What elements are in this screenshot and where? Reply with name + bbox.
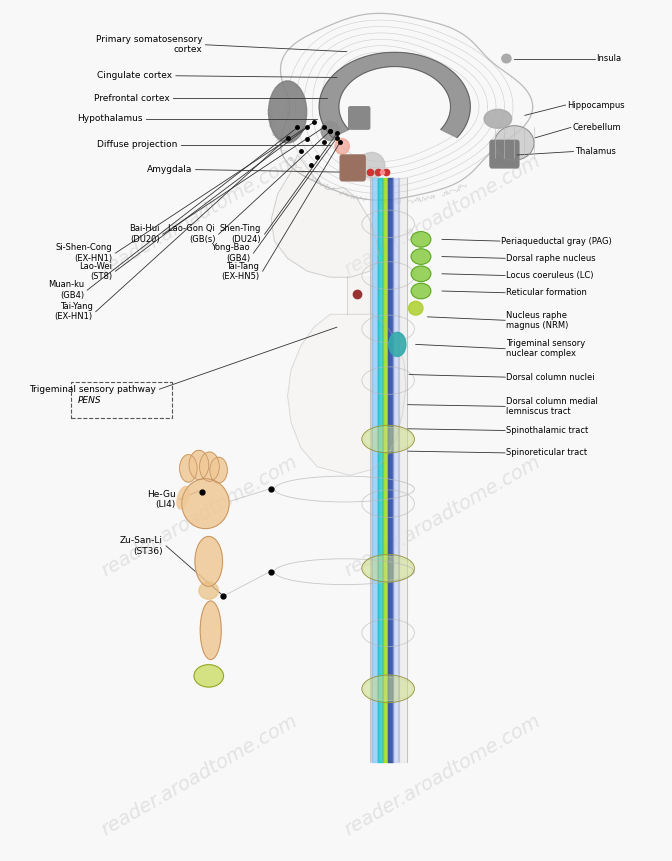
Ellipse shape [335, 139, 349, 154]
Polygon shape [319, 53, 470, 138]
Text: Zu-San-Li
(ST36): Zu-San-Li (ST36) [120, 536, 163, 555]
Ellipse shape [411, 249, 431, 264]
Ellipse shape [484, 109, 511, 128]
Text: Bai-Hui
(DU20): Bai-Hui (DU20) [129, 225, 159, 244]
Ellipse shape [194, 665, 224, 687]
Polygon shape [271, 155, 380, 277]
Text: Dorsal raphe nucleus: Dorsal raphe nucleus [507, 254, 596, 263]
FancyBboxPatch shape [349, 107, 370, 129]
Polygon shape [288, 314, 406, 475]
Text: reader.aroadtome.com: reader.aroadtome.com [97, 453, 300, 580]
Text: reader.aroadtome.com: reader.aroadtome.com [97, 152, 300, 279]
Ellipse shape [502, 54, 511, 63]
Text: Cingulate cortex: Cingulate cortex [97, 71, 173, 80]
Text: He-Gu
(LI4): He-Gu (LI4) [147, 490, 176, 509]
Text: Diffuse projection: Diffuse projection [97, 140, 178, 149]
Ellipse shape [363, 556, 413, 580]
Ellipse shape [189, 450, 209, 480]
Ellipse shape [411, 232, 431, 247]
FancyBboxPatch shape [340, 155, 365, 181]
Text: Amygdala: Amygdala [147, 165, 192, 174]
Text: reader.aroadtome.com: reader.aroadtome.com [341, 152, 544, 279]
Text: reader.aroadtome.com: reader.aroadtome.com [341, 453, 544, 580]
Text: Tai-Tang
(EX-HN5): Tai-Tang (EX-HN5) [221, 262, 259, 281]
Text: Dorsal column nuclei: Dorsal column nuclei [507, 373, 595, 381]
Text: Primary somatosensory
cortex: Primary somatosensory cortex [95, 35, 202, 54]
Ellipse shape [411, 283, 431, 299]
Ellipse shape [321, 121, 339, 140]
Ellipse shape [409, 301, 423, 315]
Ellipse shape [195, 536, 222, 586]
Text: Lao-Wei
(ST8): Lao-Wei (ST8) [79, 262, 112, 281]
Text: Spinothalamic tract: Spinothalamic tract [507, 426, 589, 435]
Text: Insula: Insula [597, 54, 622, 63]
Text: reader.aroadtome.com: reader.aroadtome.com [97, 711, 300, 839]
Ellipse shape [200, 452, 219, 481]
Text: Periaqueductal gray (PAG): Periaqueductal gray (PAG) [501, 237, 612, 245]
Text: Muan-ku
(GB4): Muan-ku (GB4) [48, 281, 84, 300]
Text: Hypothalamus: Hypothalamus [77, 115, 143, 123]
FancyBboxPatch shape [490, 140, 519, 168]
Text: Si-Shen-Cong
(EX-HN1): Si-Shen-Cong (EX-HN1) [56, 244, 112, 263]
Ellipse shape [199, 582, 218, 599]
Ellipse shape [210, 457, 227, 483]
Text: reader.aroadtome.com: reader.aroadtome.com [341, 711, 544, 839]
Text: Trigeminal sensory pathway: Trigeminal sensory pathway [30, 385, 156, 393]
Text: Nucleus raphe
magnus (NRM): Nucleus raphe magnus (NRM) [507, 311, 569, 330]
Text: Hippocampus: Hippocampus [567, 101, 624, 109]
Ellipse shape [495, 126, 534, 160]
Text: Thalamus: Thalamus [575, 147, 616, 156]
Ellipse shape [359, 152, 385, 178]
Text: Spinoreticular tract: Spinoreticular tract [507, 449, 587, 457]
Text: Locus coeruleus (LC): Locus coeruleus (LC) [507, 271, 594, 280]
Text: Dorsal column medial
lemniscus tract: Dorsal column medial lemniscus tract [507, 397, 598, 416]
Ellipse shape [179, 455, 197, 482]
Text: Tai-Yang
(EX-HN1): Tai-Yang (EX-HN1) [54, 302, 93, 321]
Ellipse shape [411, 266, 431, 282]
Text: Lao-Gon Qi
(GB(s): Lao-Gon Qi (GB(s) [169, 225, 215, 244]
Text: Shen-Ting
(DU24): Shen-Ting (DU24) [220, 225, 261, 244]
Ellipse shape [269, 81, 306, 143]
Text: Yong-Bao
(GB4): Yong-Bao (GB4) [212, 244, 250, 263]
Polygon shape [347, 276, 370, 314]
Ellipse shape [182, 479, 229, 529]
Text: PENS: PENS [77, 396, 101, 405]
Ellipse shape [363, 427, 413, 451]
Ellipse shape [389, 332, 406, 356]
Text: Cerebellum: Cerebellum [572, 123, 621, 132]
Ellipse shape [200, 601, 221, 660]
Text: Reticular formation: Reticular formation [507, 288, 587, 297]
Ellipse shape [177, 486, 190, 509]
Text: Prefrontal cortex: Prefrontal cortex [93, 94, 169, 102]
Text: Trigeminal sensory
nuclear complex: Trigeminal sensory nuclear complex [507, 339, 586, 358]
Ellipse shape [363, 677, 413, 701]
